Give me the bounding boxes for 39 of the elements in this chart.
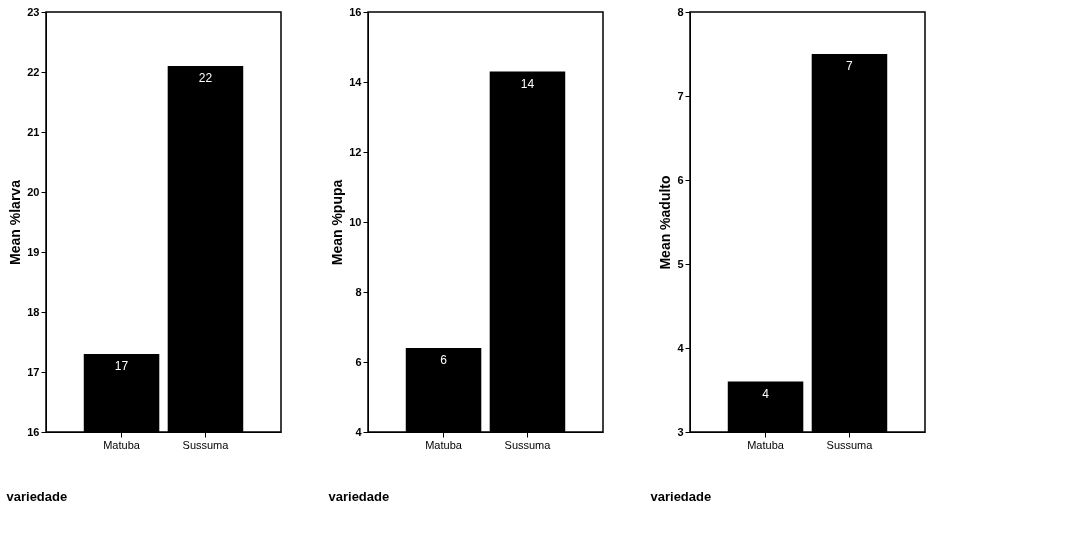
y-tick-label: 19 bbox=[27, 245, 40, 258]
y-tick-label: 14 bbox=[349, 75, 363, 88]
y-tick-label: 23 bbox=[27, 5, 40, 18]
x-axis-title: variedade bbox=[650, 488, 712, 504]
x-axis-title: variedade bbox=[328, 488, 390, 504]
y-tick-label: 3 bbox=[677, 425, 684, 438]
data-label: 6 bbox=[440, 353, 448, 367]
y-tick-label: 18 bbox=[27, 305, 40, 318]
x-tick-label: Sussuma bbox=[182, 438, 230, 451]
y-tick-label: 22 bbox=[27, 65, 40, 78]
x-tick-label: Matuba bbox=[425, 438, 463, 451]
y-tick-label: 8 bbox=[355, 285, 362, 298]
x-tick-label: Matuba bbox=[747, 438, 785, 451]
y-tick-label: 7 bbox=[677, 89, 684, 102]
x-tick-label: Matuba bbox=[103, 438, 141, 451]
y-tick-label: 6 bbox=[677, 173, 684, 186]
y-tick-label: 16 bbox=[27, 425, 40, 438]
data-label: 14 bbox=[520, 76, 535, 91]
y-axis-title: Mean %pupa bbox=[329, 179, 346, 266]
y-axis-title: Mean %larva bbox=[7, 179, 24, 265]
data-label: 17 bbox=[114, 359, 129, 373]
y-tick-label: 4 bbox=[677, 341, 685, 354]
y-tick-label: 4 bbox=[355, 425, 363, 438]
x-axis-title: variedade bbox=[6, 488, 68, 504]
x-tick-label: Sussuma bbox=[826, 438, 874, 451]
y-tick-label: 12 bbox=[349, 145, 362, 158]
y-tick-label: 8 bbox=[677, 5, 684, 18]
y-tick-label: 21 bbox=[27, 125, 40, 138]
y-tick-label: 5 bbox=[677, 257, 684, 270]
y-tick-label: 20 bbox=[27, 185, 40, 198]
data-label: 22 bbox=[198, 71, 213, 85]
y-tick-label: 10 bbox=[349, 215, 362, 228]
data-label: 4 bbox=[762, 386, 770, 401]
y-tick-label: 6 bbox=[355, 355, 362, 368]
y-axis-title: Mean %adulto bbox=[657, 175, 674, 270]
data-label: 7 bbox=[846, 59, 854, 73]
y-tick-label: 16 bbox=[349, 5, 362, 18]
x-tick-label: Sussuma bbox=[504, 438, 552, 451]
y-tick-label: 17 bbox=[27, 365, 40, 378]
